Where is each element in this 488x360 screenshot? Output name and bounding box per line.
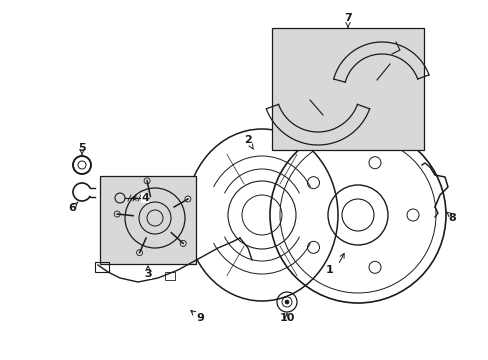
Text: 3: 3 (144, 269, 151, 279)
Text: 1: 1 (325, 265, 333, 275)
Text: 2: 2 (244, 135, 251, 145)
Text: 7: 7 (344, 13, 351, 23)
Text: 9: 9 (196, 313, 203, 323)
Text: 5: 5 (78, 143, 85, 153)
Bar (95, 262, 109, 272)
Text: 8: 8 (447, 213, 455, 223)
Text: 6: 6 (68, 203, 76, 213)
Bar (100, 176, 196, 264)
Bar (271, 28, 423, 150)
Bar (164, 272, 175, 280)
Text: 10: 10 (279, 313, 294, 323)
Circle shape (285, 300, 288, 304)
Text: 4: 4 (141, 193, 149, 203)
